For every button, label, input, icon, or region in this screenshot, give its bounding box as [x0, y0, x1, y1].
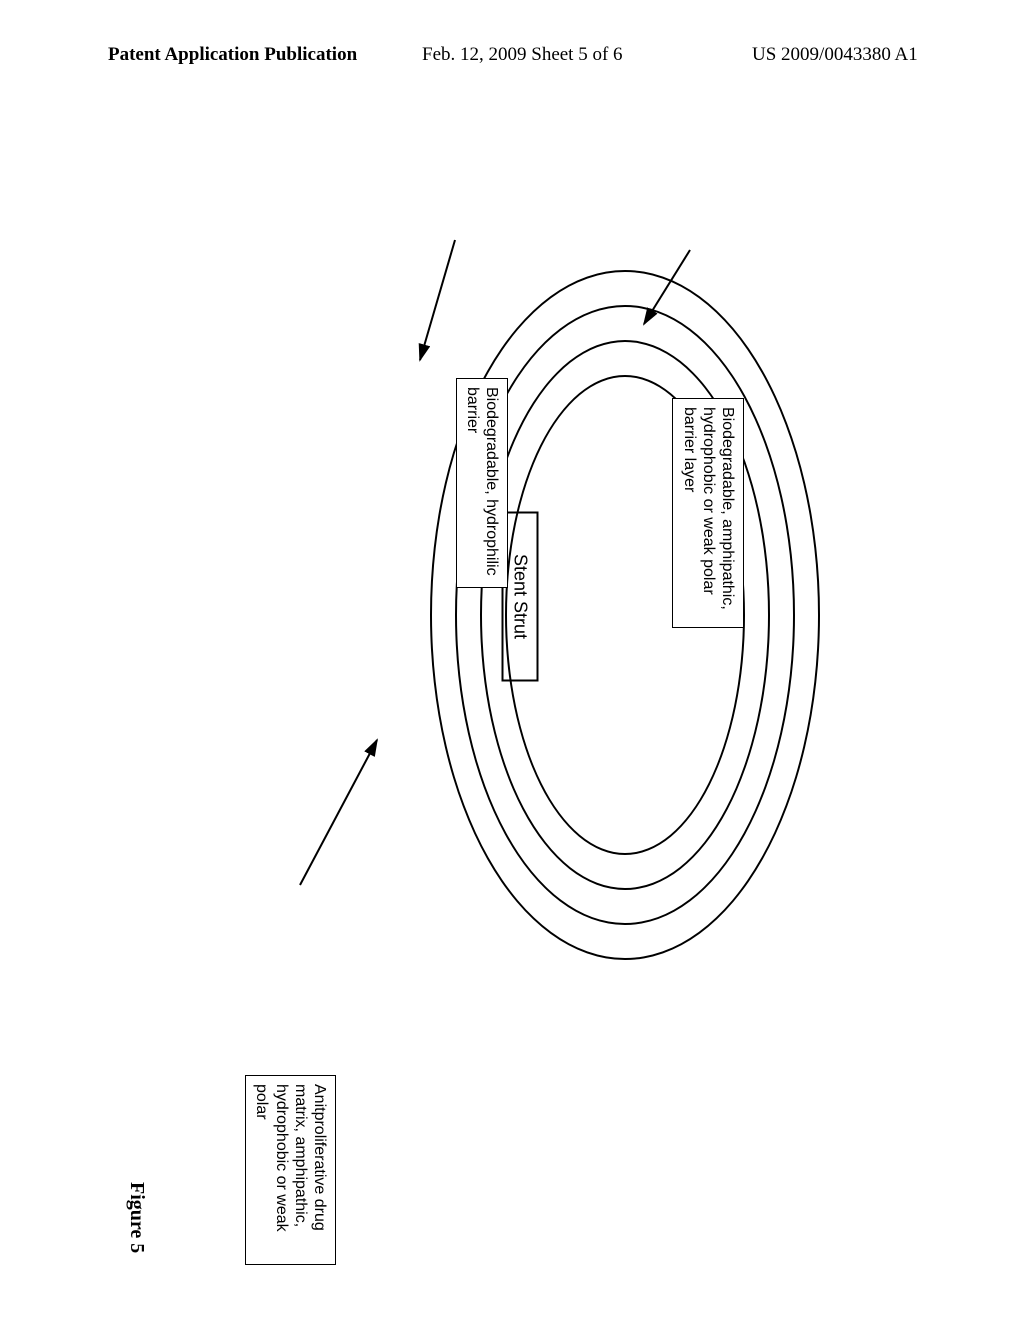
stent-strut-label: Stent Strut [511, 554, 531, 639]
page: Patent Application Publication Feb. 12, … [0, 0, 1024, 1320]
label-hydrophilic-text: Biodegradable, hydrophilic barrier [464, 387, 500, 576]
label-antiproliferative: Anitproliferative drug matrix, amphipath… [245, 1075, 336, 1265]
header-left: Patent Application Publication [108, 44, 357, 66]
label-antiproliferative-text: Anitproliferative drug matrix, amphipath… [253, 1084, 328, 1232]
figure-area: Stent Strut Anitproliferative drug matri… [0, 140, 1024, 1240]
figure-caption-text: Figure 5 [126, 1182, 148, 1253]
header-right: US 2009/0043380 A1 [752, 44, 918, 66]
figure-caption: Figure 5 [125, 1182, 148, 1253]
header-center: Feb. 12, 2009 Sheet 5 of 6 [422, 44, 623, 66]
label-hydrophilic-barrier: Biodegradable, hydrophilic barrier [456, 378, 508, 588]
label-amphipathic-text: Biodegradable, amphipathic, hydrophobic … [681, 407, 736, 610]
label-amphipathic-barrier: Biodegradable, amphipathic, hydrophobic … [672, 398, 744, 628]
